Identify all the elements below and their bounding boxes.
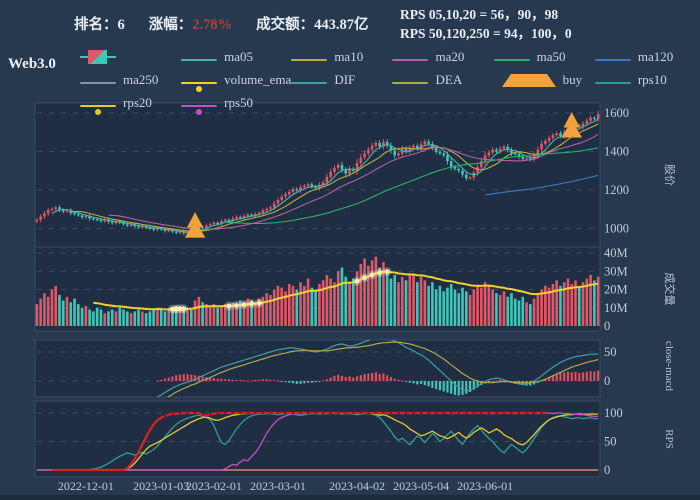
macd-histogram — [156, 370, 600, 396]
DIF-swatch-icon — [291, 81, 328, 84]
macd-pane — [34, 339, 601, 398]
rps10-swatch-icon — [594, 81, 631, 84]
rps-axis-tick: 100 — [604, 406, 623, 420]
rps20-swatch-icon — [80, 104, 116, 115]
legend-label: ma250 — [123, 71, 159, 87]
legend-item-ma50: ma50 — [493, 46, 595, 67]
rps-line-1: RPS 05,10,20 = 56，90，98 — [400, 7, 559, 22]
legend-item-ma250: ma250 — [80, 69, 181, 90]
buy-markers — [184, 111, 583, 238]
price-axis-tick: 1200 — [604, 183, 629, 197]
rps-axis-tick: 50 — [604, 435, 617, 449]
rps-lines — [36, 411, 599, 472]
legend-label: ma05 — [224, 48, 254, 64]
price-pane — [34, 102, 601, 248]
legend-label: ma120 — [637, 48, 674, 64]
macd-axis-tick: 50 — [604, 345, 617, 359]
series-line — [70, 123, 599, 232]
watermark-web3: Web3.0 — [8, 56, 56, 72]
header-stats: 排名：6 涨幅：2.78% 成交额：443.87亿 — [74, 13, 369, 34]
change-stat: 涨幅：2.78% — [148, 17, 233, 33]
macd-axis-tick: 0 — [604, 374, 610, 388]
legend-label: buy — [562, 71, 583, 87]
date-tick: 2023-01-03 — [133, 479, 189, 493]
date-tick: 2023-04-02 — [329, 479, 385, 493]
rank-value: 6 — [117, 17, 125, 33]
legend-item-candle — [80, 46, 181, 67]
volume-axis-tick: 40M — [604, 246, 628, 260]
volume-axis-tick: 30M — [604, 264, 628, 278]
volume-axis-tick: 10M — [604, 301, 628, 315]
ma10-swatch-icon — [291, 58, 328, 61]
legend-item-rps50: rps50 — [181, 92, 291, 115]
legend-item-volume_ema: volume_ema — [181, 69, 292, 92]
volume_ema-swatch-icon — [181, 81, 218, 92]
buy-marker-triangle-icon — [184, 220, 206, 238]
volume-pane-title: 成交量 — [663, 273, 677, 306]
ma-lines — [51, 118, 599, 234]
ma05-swatch-icon — [181, 58, 218, 61]
legend-label: ma20 — [435, 48, 465, 64]
DEA-swatch-icon — [392, 81, 429, 84]
legend-label: ma10 — [334, 48, 364, 64]
volume-axis-tick: 20M — [604, 283, 628, 297]
turnover-value: 443.87亿 — [314, 17, 369, 33]
bottom-bar — [0, 495, 700, 500]
series-line — [167, 341, 599, 397]
legend-item-ma05: ma05 — [181, 46, 291, 67]
buy-marker-triangle-icon — [561, 119, 583, 138]
legend-label: ma50 — [536, 48, 566, 64]
volume-ema-highlights — [167, 267, 392, 314]
price-pane-title: 股价 — [663, 164, 676, 186]
legend-item-DEA: DEA — [392, 69, 493, 90]
rps-axis-tick: 0 — [604, 463, 610, 477]
legend-item-DIF: DIF — [291, 69, 392, 90]
legend-label: DEA — [435, 71, 463, 87]
turnover-stat: 成交额：443.87亿 — [256, 17, 369, 33]
rps-header: RPS 05,10,20 = 56，90，98 RPS 50,120,250 =… — [400, 5, 572, 43]
ma50-swatch-icon — [493, 58, 530, 61]
ma250-swatch-icon — [80, 81, 116, 84]
price-axis-tick: 1400 — [604, 145, 629, 159]
legend-item-ma120: ma120 — [594, 46, 696, 67]
ma20-swatch-icon — [392, 58, 429, 61]
rps50-swatch-icon — [181, 104, 218, 115]
buy-swatch-icon — [501, 73, 556, 87]
date-tick: 2023-02-01 — [186, 479, 242, 493]
legend-item-ma20: ma20 — [392, 46, 493, 67]
legend-label: volume_ema — [224, 71, 292, 87]
legend-item-ma10: ma10 — [291, 46, 392, 67]
ma120-swatch-icon — [594, 58, 631, 61]
legend-label: rps10 — [637, 71, 667, 87]
series-line — [51, 118, 599, 234]
series-line — [52, 411, 546, 472]
chart-legend: ma05 ma10 ma20 ma50 ma120 ma250 volume_ema DIF D… — [80, 46, 696, 115]
change-value: 2.78% — [192, 17, 233, 33]
date-tick: 2023-05-04 — [393, 479, 449, 493]
series-line — [156, 340, 599, 397]
rps-pane-title: RPS — [663, 429, 675, 449]
legend-label: DIF — [334, 71, 356, 87]
legend-label: rps50 — [224, 94, 254, 110]
volume-axis-tick: 0 — [604, 319, 610, 333]
price-axis-tick: 1600 — [604, 106, 629, 120]
macd-pane-title: close-macd — [663, 341, 675, 392]
legend-item-buy: buy — [494, 69, 595, 90]
legend-item-rps20: rps20 — [80, 92, 181, 115]
series-line — [221, 147, 599, 225]
legend-item-rps10: rps10 — [594, 69, 696, 90]
rank-stat: 排名：6 — [74, 17, 125, 33]
candle-swatch-icon — [80, 49, 116, 64]
date-tick: 2023-03-01 — [250, 479, 306, 493]
legend-label: rps20 — [123, 94, 152, 110]
rps-line-2: RPS 50,120,250 = 94，100，0 — [400, 26, 572, 41]
date-tick: 2022-12-01 — [58, 479, 114, 493]
series-line — [485, 174, 599, 196]
date-tick: 2023-06-01 — [457, 479, 513, 493]
price-axis-tick: 1000 — [604, 222, 629, 236]
